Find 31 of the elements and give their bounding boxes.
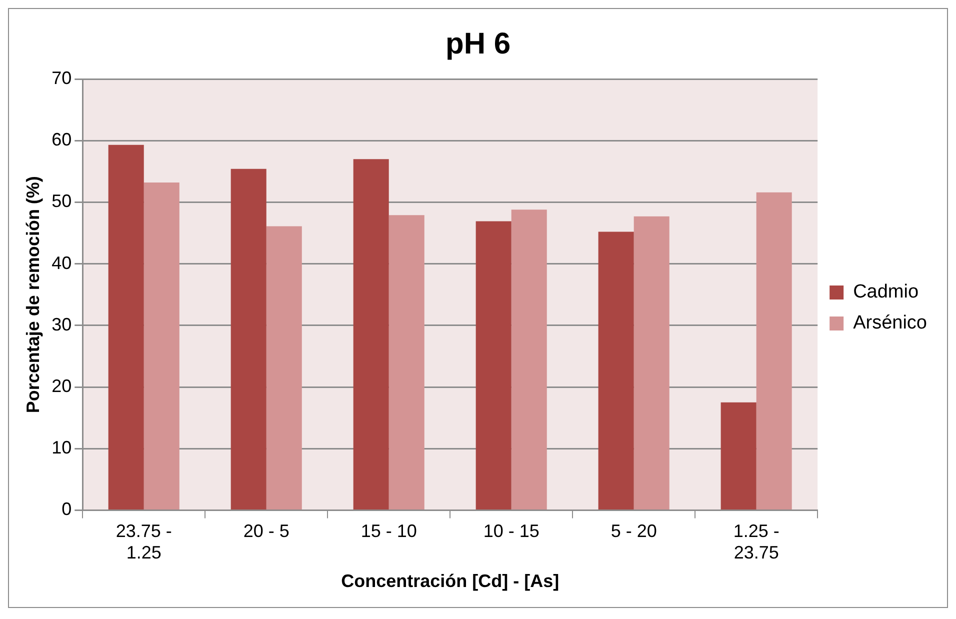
x-axis-title: Concentración [Cd] - [As] <box>341 571 560 592</box>
bar <box>756 192 792 510</box>
bar <box>266 226 302 510</box>
y-tick-label: 10 <box>52 438 72 458</box>
y-tick-label: 60 <box>52 130 72 150</box>
bar <box>634 216 670 510</box>
y-tick-label: 50 <box>52 191 72 212</box>
legend-label: Cadmio <box>853 282 919 303</box>
legend-label: Arsénico <box>853 312 927 334</box>
y-tick-label: 70 <box>52 68 72 88</box>
bar <box>108 144 144 510</box>
bar <box>598 232 634 510</box>
x-tick-label: 5 - 20 <box>610 520 657 541</box>
bar <box>720 402 756 510</box>
y-tick-label: 20 <box>52 376 72 396</box>
bar <box>230 168 266 510</box>
bar <box>388 215 424 510</box>
y-tick-label: 40 <box>52 252 72 273</box>
x-tick-label: 23.75 - 1.25 <box>116 520 172 563</box>
y-axis-title: Porcentaje de remoción (%) <box>22 176 43 414</box>
x-tick-label: 10 - 15 <box>483 520 540 541</box>
bar <box>144 182 180 510</box>
bar <box>353 159 389 510</box>
x-tick-label: 1.25 - 23.75 <box>733 520 780 563</box>
bar <box>511 210 547 510</box>
chart-title: pH 6 <box>445 27 511 60</box>
x-tick-label: 15 - 10 <box>360 520 417 541</box>
x-tick-label: 20 - 5 <box>243 520 290 541</box>
y-tick-label: 30 <box>52 314 72 334</box>
y-tick-label: 0 <box>62 499 72 520</box>
bar <box>476 221 512 510</box>
